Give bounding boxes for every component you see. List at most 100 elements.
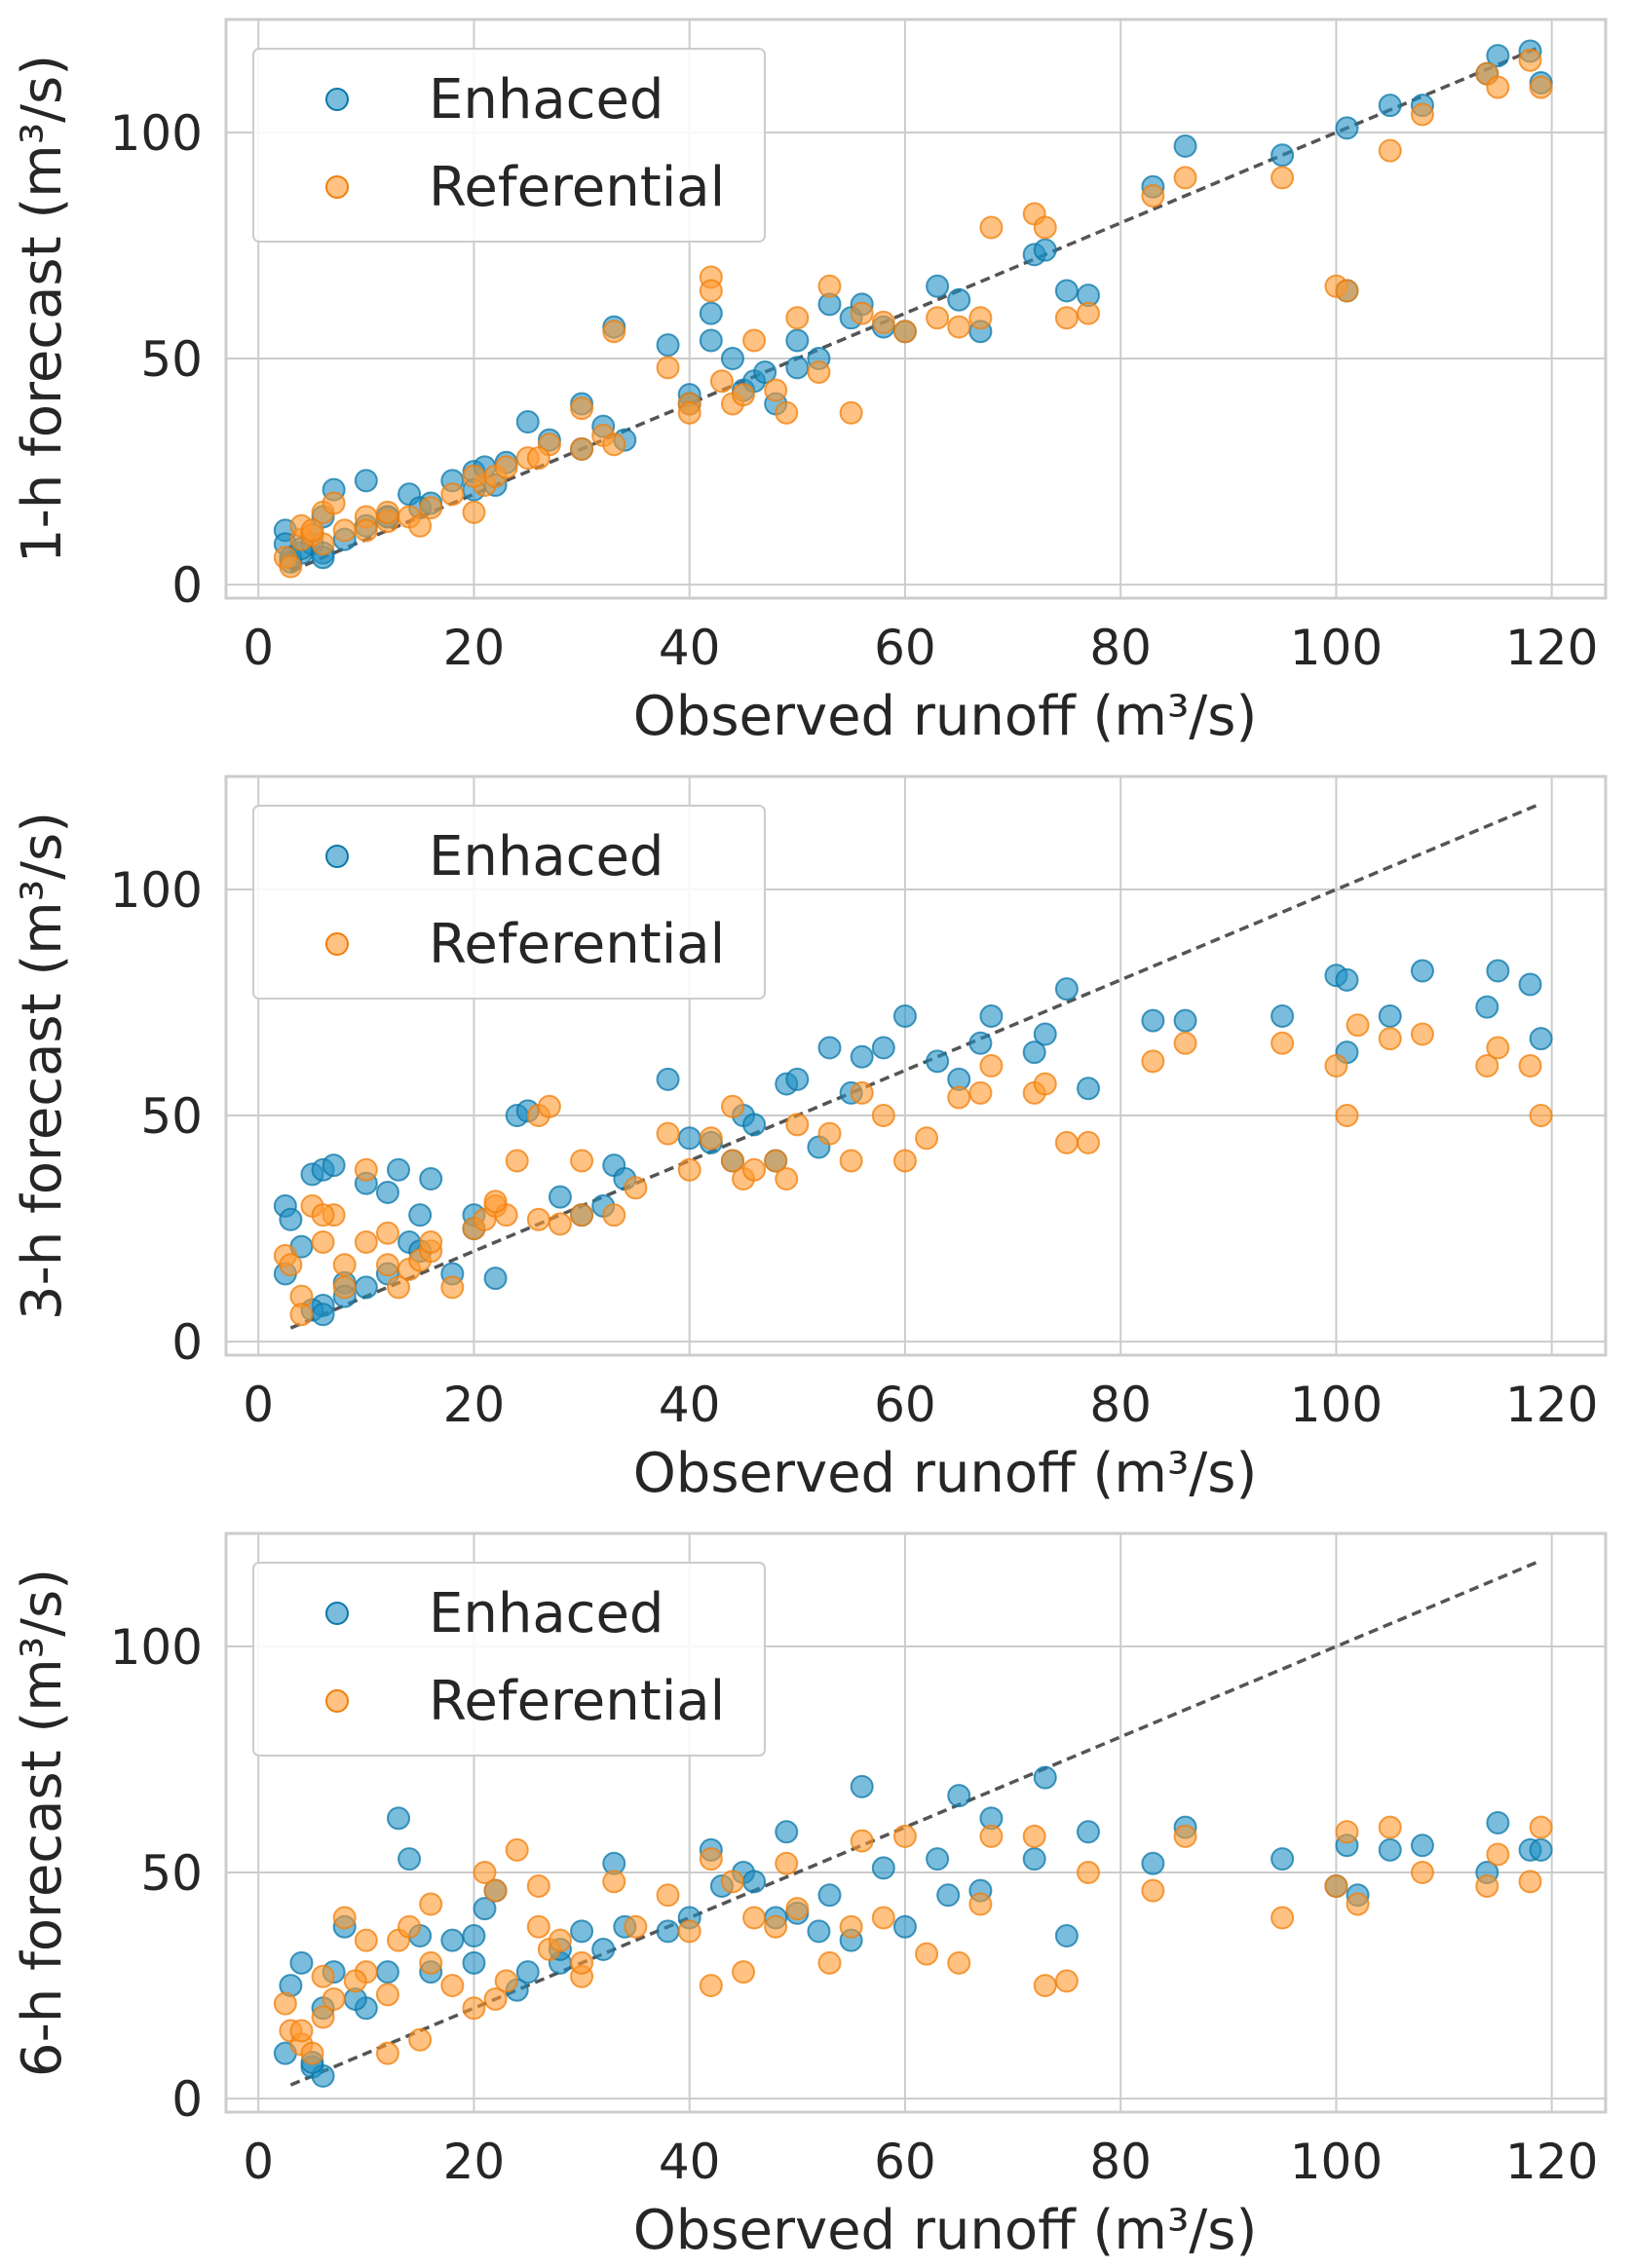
data-point-enhaced [387, 1806, 410, 1831]
x-tick-label: 40 [659, 2134, 721, 2190]
data-point-enhaced [375, 1180, 399, 1204]
data-point-referential [720, 1870, 744, 1894]
data-point-referential [526, 446, 550, 471]
x-tick-label: 40 [659, 620, 721, 676]
x-axis-label: Observed runoff (m³/s) [633, 2199, 1258, 2262]
data-point-enhaced [817, 1036, 842, 1060]
data-point-enhaced [699, 328, 723, 353]
y-tick-label: 50 [140, 1088, 203, 1145]
y-tick-label: 0 [171, 557, 203, 614]
data-point-referential [979, 215, 1004, 240]
data-point-enhaced [720, 347, 744, 371]
x-tick-label: 100 [1290, 2134, 1383, 2190]
legend-label-referential: Referential [429, 1670, 725, 1733]
identity-line [289, 802, 1542, 1330]
data-point-referential [915, 1942, 939, 1966]
data-point-referential [732, 383, 755, 407]
data-point-referential [850, 1829, 874, 1853]
data-point-enhaced [1410, 959, 1434, 983]
data-point-referential [332, 1253, 357, 1277]
data-point-referential [440, 1275, 465, 1300]
data-point-referential [817, 274, 842, 298]
data-point-referential [570, 436, 594, 461]
legend-marker-referential [325, 932, 349, 956]
legend-marker-enhaced [325, 1602, 349, 1625]
data-point-referential [1346, 1892, 1370, 1916]
data-point-enhaced [1486, 44, 1510, 68]
x-tick-label: 60 [874, 1377, 936, 1433]
data-point-referential [375, 1221, 399, 1245]
data-point-enhaced [322, 1153, 346, 1178]
data-point-referential [892, 1824, 917, 1848]
data-point-referential [871, 1104, 895, 1128]
data-point-enhaced [775, 1820, 799, 1844]
data-point-referential [419, 1229, 443, 1254]
data-point-referential [699, 1974, 723, 1998]
legend-box [252, 805, 766, 1000]
data-point-referential [419, 1950, 443, 1975]
data-point-referential [1077, 301, 1100, 325]
data-point-referential [473, 1861, 497, 1885]
data-point-referential [1141, 183, 1165, 208]
data-point-referential [570, 397, 594, 421]
y-axis-label: 6-h forecast (m³/s) [11, 1569, 74, 2077]
data-point-referential [1141, 1878, 1165, 1903]
data-point-referential [1270, 1031, 1295, 1055]
data-point-referential [656, 1883, 680, 1908]
data-point-referential [720, 1149, 744, 1173]
data-point-referential [602, 433, 626, 457]
data-point-referential [1410, 1022, 1434, 1046]
data-point-referential [915, 1126, 939, 1151]
data-point-referential [1335, 1820, 1359, 1844]
series-referential [273, 1815, 1553, 2065]
series-referential [273, 48, 1553, 579]
data-point-referential [1054, 306, 1079, 330]
data-point-referential [850, 301, 874, 325]
data-point-enhaced [591, 1937, 616, 1961]
data-point-enhaced [1141, 1851, 1165, 1875]
data-point-referential [548, 1212, 572, 1236]
data-point-referential [332, 1906, 357, 1930]
plot-frame [224, 1531, 1608, 2114]
data-point-enhaced [656, 333, 680, 358]
data-point-referential [775, 1167, 799, 1191]
y-tick-label: 100 [110, 862, 203, 919]
legend-marker-enhaced [325, 88, 349, 111]
data-point-referential [850, 1080, 874, 1105]
data-point-referential [505, 1837, 529, 1862]
data-point-referential [1022, 1824, 1046, 1848]
data-point-referential [1486, 1036, 1510, 1060]
data-point-enhaced [1270, 143, 1295, 168]
data-point-referential [398, 1914, 422, 1939]
data-point-referential [494, 1969, 518, 1993]
legend-label-enhaced: Enhaced [429, 1582, 663, 1645]
data-point-referential [1077, 1130, 1100, 1154]
legend-marker-referential [325, 175, 349, 199]
data-point-referential [375, 1253, 399, 1277]
data-point-referential [322, 1986, 346, 2011]
x-tick-label: 120 [1505, 2134, 1598, 2190]
data-point-referential [1033, 1974, 1057, 1998]
y-tick-label: 0 [171, 2071, 203, 2128]
data-point-referential [699, 279, 723, 303]
data-point-enhaced [570, 1919, 594, 1944]
data-point-enhaced [354, 1275, 378, 1300]
data-point-enhaced [1335, 967, 1359, 992]
plot-frame [224, 18, 1608, 600]
data-point-referential [408, 513, 433, 538]
data-point-enhaced [398, 1847, 422, 1871]
y-tick-label: 50 [140, 331, 203, 388]
data-point-enhaced [892, 1914, 917, 1939]
data-point-referential [656, 356, 680, 380]
data-point-referential [1033, 215, 1057, 240]
data-point-enhaced [926, 1847, 950, 1871]
data-point-referential [677, 1157, 701, 1182]
legend: Enhaced Referential [252, 805, 766, 1000]
data-point-referential [440, 482, 465, 507]
data-point-referential [279, 1253, 303, 1277]
y-tick-label: 100 [110, 105, 203, 162]
data-point-enhaced [699, 301, 723, 325]
data-point-referential [311, 2005, 335, 2029]
data-point-enhaced [1141, 1008, 1165, 1033]
